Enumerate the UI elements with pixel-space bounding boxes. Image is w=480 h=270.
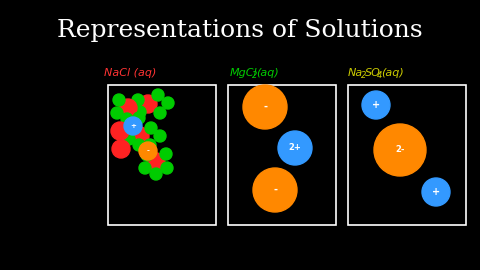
Circle shape — [162, 97, 174, 109]
Circle shape — [144, 139, 156, 151]
Text: +: + — [432, 187, 440, 197]
Circle shape — [119, 99, 137, 117]
Circle shape — [161, 162, 173, 174]
Circle shape — [111, 122, 129, 140]
Circle shape — [145, 122, 157, 134]
Bar — [108, 85, 216, 225]
Circle shape — [150, 168, 162, 180]
Text: 4: 4 — [377, 72, 383, 80]
Circle shape — [131, 127, 149, 145]
Text: MgCl: MgCl — [230, 68, 258, 78]
Text: -: - — [273, 185, 277, 195]
Text: -: - — [263, 102, 267, 112]
Text: 2+: 2+ — [288, 143, 301, 153]
Text: (aq): (aq) — [256, 68, 279, 78]
Circle shape — [133, 139, 145, 151]
Text: 2: 2 — [252, 72, 257, 80]
Circle shape — [132, 94, 144, 106]
Circle shape — [422, 178, 450, 206]
Circle shape — [253, 168, 297, 212]
Circle shape — [154, 107, 166, 119]
Circle shape — [154, 130, 166, 142]
Circle shape — [133, 112, 145, 124]
Circle shape — [139, 162, 151, 174]
Text: +: + — [372, 100, 380, 110]
Circle shape — [141, 149, 153, 161]
Text: 2: 2 — [361, 72, 366, 80]
Circle shape — [123, 133, 135, 145]
Circle shape — [160, 148, 172, 160]
Text: (aq): (aq) — [381, 68, 404, 78]
Text: NaCl (aq): NaCl (aq) — [104, 68, 156, 78]
Circle shape — [278, 131, 312, 165]
Circle shape — [121, 113, 133, 125]
Circle shape — [243, 85, 287, 129]
Circle shape — [147, 153, 165, 171]
Circle shape — [124, 117, 142, 135]
Text: Representations of Solutions: Representations of Solutions — [57, 19, 423, 42]
Text: Na: Na — [348, 68, 363, 78]
Circle shape — [113, 94, 125, 106]
Bar — [348, 85, 466, 225]
Circle shape — [139, 95, 157, 113]
Circle shape — [134, 106, 146, 118]
Circle shape — [111, 107, 123, 119]
Text: +: + — [130, 123, 136, 129]
Circle shape — [139, 142, 157, 160]
Circle shape — [152, 89, 164, 101]
Circle shape — [374, 124, 426, 176]
Text: SO: SO — [365, 68, 381, 78]
Bar — [228, 85, 336, 225]
Circle shape — [362, 91, 390, 119]
Text: 2-: 2- — [395, 146, 405, 154]
Text: -: - — [146, 148, 149, 154]
Circle shape — [112, 140, 130, 158]
